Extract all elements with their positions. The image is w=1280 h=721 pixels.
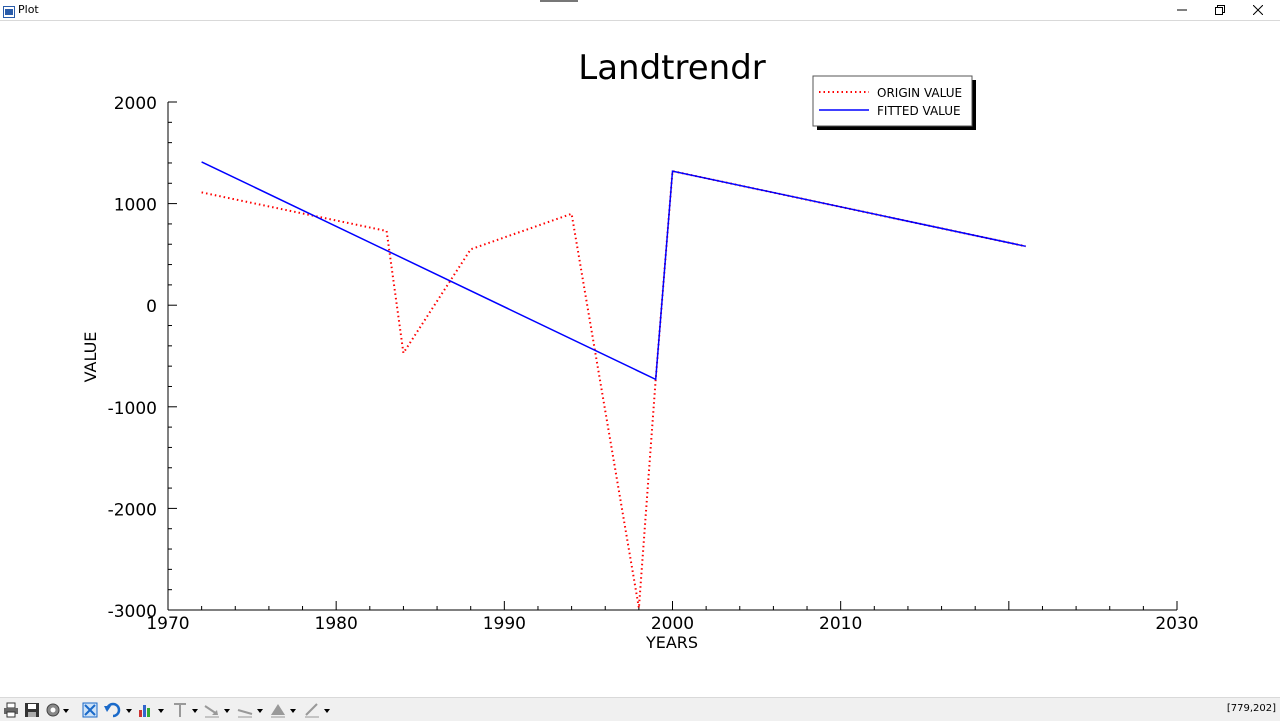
x-tick-label: 1970	[146, 614, 189, 634]
text-tool-icon[interactable]	[172, 701, 202, 719]
y-tick-label: 0	[146, 297, 157, 317]
close-button[interactable]	[1238, 0, 1278, 20]
x-tick-label: 2000	[651, 614, 694, 634]
minimize-button[interactable]	[1162, 0, 1202, 20]
polygon-tool-icon[interactable]	[270, 701, 300, 719]
title-indicator	[540, 0, 578, 2]
series-origin-value-line	[201, 169, 1026, 609]
arrow-tool-icon[interactable]	[204, 701, 234, 719]
bottom-toolbar: [779,202]	[0, 697, 1280, 721]
pen-tool-icon[interactable]	[304, 701, 334, 719]
chart-title: Landtrendr	[578, 48, 766, 88]
series-fitted-value-line	[201, 161, 1026, 381]
x-axis-label: YEARS	[645, 633, 698, 652]
y-tick-label: -2000	[108, 500, 157, 520]
line-tool-icon[interactable]	[237, 701, 267, 719]
y-tick-label: -3000	[108, 602, 157, 622]
undo-icon[interactable]	[103, 701, 133, 719]
x-tick-label: 1990	[483, 614, 526, 634]
restore-icon	[1215, 5, 1225, 15]
app-icon	[3, 3, 15, 18]
close-icon	[1253, 5, 1263, 15]
insert-chart-icon[interactable]	[138, 701, 168, 719]
window-title: Plot	[18, 3, 39, 16]
window-titlebar: Plot	[0, 0, 1280, 21]
series-layer	[201, 161, 1026, 609]
save-icon[interactable]	[24, 701, 40, 719]
y-tick-label: 1000	[114, 196, 157, 216]
x-tick-label: 2030	[1155, 614, 1198, 634]
fit-window-icon[interactable]	[82, 701, 98, 719]
legend-label-fitted: FITTED VALUE	[877, 104, 961, 118]
cursor-coordinates: [779,202]	[1226, 703, 1276, 714]
legend[interactable]: ORIGIN VALUE FITTED VALUE	[812, 75, 976, 130]
print-icon[interactable]	[3, 701, 19, 719]
x-tick-label: 1980	[315, 614, 358, 634]
y-tick-label: 2000	[114, 94, 157, 114]
plot-area[interactable]: Landtrendr VALUE YEARS 2000 1000 0 -1000 -20…	[0, 21, 1280, 697]
minimize-icon	[1177, 9, 1187, 11]
y-tick-label: -1000	[108, 399, 157, 419]
restore-button[interactable]	[1200, 0, 1240, 20]
legend-box	[812, 75, 973, 127]
y-axis-label: VALUE	[81, 332, 100, 383]
settings-icon[interactable]	[45, 701, 69, 719]
legend-label-origin: ORIGIN VALUE	[877, 86, 962, 100]
x-tick-label: 2010	[819, 614, 862, 634]
line-chart: Landtrendr VALUE YEARS 2000 1000 0 -1000 -20…	[81, 48, 1199, 652]
